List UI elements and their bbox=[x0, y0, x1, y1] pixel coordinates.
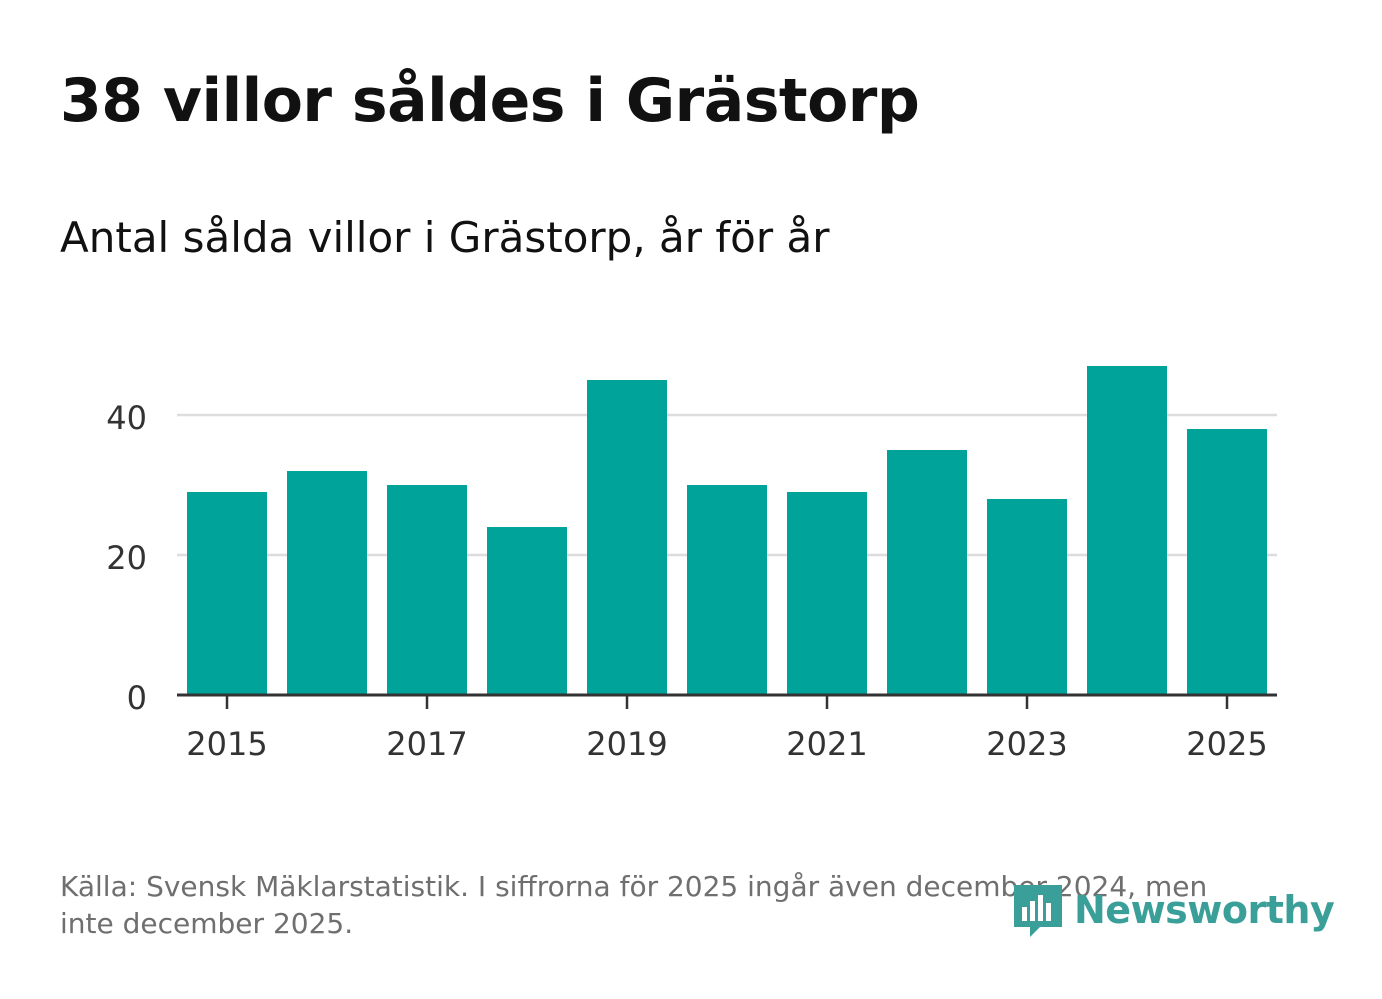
y-tick-label: 20 bbox=[106, 539, 147, 577]
bar-2015 bbox=[187, 492, 267, 695]
bar-2021 bbox=[787, 492, 867, 695]
bar-2023 bbox=[987, 499, 1067, 695]
x-tick-label: 2019 bbox=[586, 725, 667, 763]
x-tick-label: 2023 bbox=[986, 725, 1067, 763]
brand-logo: Newsworthy bbox=[1012, 880, 1335, 940]
newsworthy-logo-icon bbox=[1014, 885, 1062, 937]
chart-title: 38 villor såldes i Grästorp bbox=[60, 66, 920, 136]
chart-subtitle: Antal sålda villor i Grästorp, år för år bbox=[60, 213, 830, 262]
bar-2018 bbox=[487, 527, 567, 695]
x-tick-label: 2025 bbox=[1186, 725, 1267, 763]
bar-2016 bbox=[287, 471, 367, 695]
brand-name: Newsworthy bbox=[1074, 888, 1335, 932]
x-tick-label: 2017 bbox=[386, 725, 467, 763]
bar-2022 bbox=[887, 450, 967, 695]
x-tick-label: 2015 bbox=[186, 725, 267, 763]
axes: 0 20 40 2015 2017 2019 2021 2023 2025 bbox=[106, 399, 1277, 763]
bar-2019 bbox=[587, 380, 667, 695]
bar-2017 bbox=[387, 485, 467, 695]
bar-2024 bbox=[1087, 366, 1167, 695]
bars bbox=[187, 366, 1267, 695]
y-tick-label: 40 bbox=[106, 399, 147, 437]
bar-2020 bbox=[687, 485, 767, 695]
x-tick-label: 2021 bbox=[786, 725, 867, 763]
y-tick-label: 0 bbox=[127, 679, 147, 717]
bar-2025 bbox=[1187, 429, 1267, 695]
